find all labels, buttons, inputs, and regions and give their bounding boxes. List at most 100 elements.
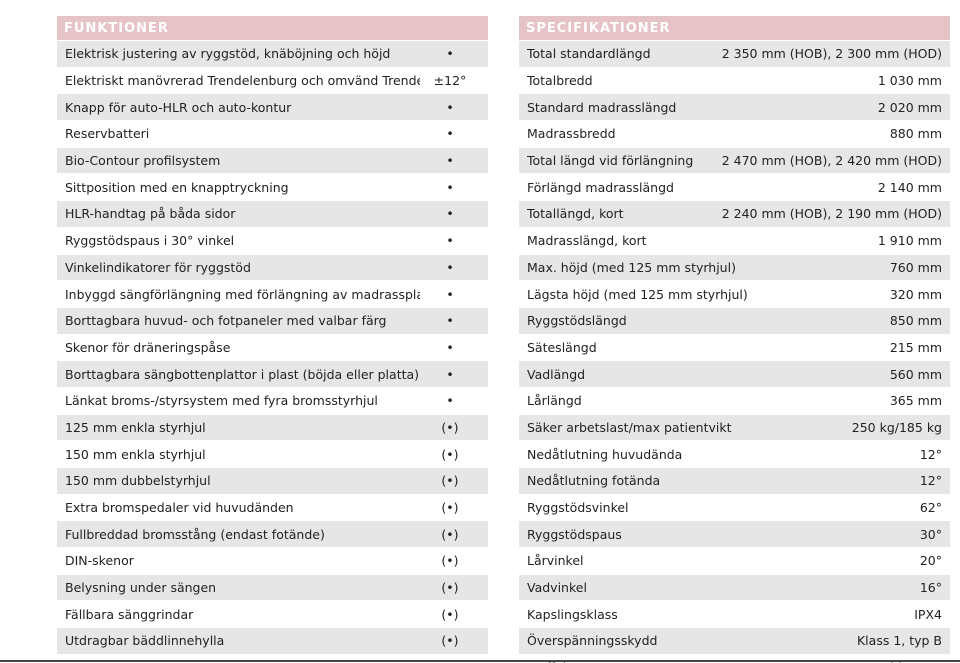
row-value: 250 kg/185 kg (851, 419, 942, 435)
row-label: Max. höjd (med 125 mm styrhjul) (527, 259, 736, 275)
table-row: Borttagbara sängbottenplattor i plast (b… (57, 361, 488, 388)
table-row: 150 mm enkla styrhjul (•) (57, 441, 488, 468)
row-value: • (446, 153, 454, 169)
table-row: Max. höjd (med 125 mm styrhjul) 760 mm (519, 254, 950, 282)
table-row: Vadvinkel 16° (519, 574, 950, 602)
table-row: Elektriskt manövrerad Trendelenburg och … (57, 68, 488, 95)
table-row: Madrasslängd, kort 1 910 mm (519, 228, 950, 255)
row-value: • (446, 286, 454, 302)
table-row: Nedåtlutning huvudända 12° (519, 441, 950, 468)
table-row: HLR-handtag på båda sidor • (57, 201, 488, 228)
row-value: (•) (441, 633, 459, 649)
table-row: Borttagbara huvud- och fotpaneler med va… (57, 307, 488, 335)
row-value: • (446, 126, 454, 142)
row-value: (•) (441, 526, 459, 542)
row-label: Madrassbredd (527, 126, 616, 142)
row-label: Lårvinkel (527, 553, 584, 569)
row-value: (•) (441, 473, 459, 489)
table-row: 125 mm enkla styrhjul (•) (57, 414, 488, 442)
row-value: IPX4 (914, 606, 942, 622)
table-row: Vinkelindikatorer för ryggstöd • (57, 254, 488, 282)
table-row: Inbyggd sängförlängning med förlängning … (57, 281, 488, 308)
table-row: Reservbatteri • (57, 121, 488, 148)
row-value: 30° (919, 526, 942, 542)
row-value: Klass 1, typ B (856, 633, 942, 649)
table-row: Lårvinkel 20° (519, 548, 950, 575)
row-label: Borttagbara huvud- och fotpaneler med va… (65, 313, 387, 329)
row-label: Reservbatteri (65, 126, 150, 142)
table-row: Totallängd, kort 2 240 mm (HOB), 2 190 mm… (519, 201, 950, 228)
row-value: 365 mm (889, 393, 942, 409)
row-value: 215 mm (889, 339, 942, 355)
table-row: Nedåtlutning fotända 12° (519, 468, 950, 495)
row-value: 760 mm (889, 259, 942, 275)
row-value: (•) (441, 580, 459, 596)
row-label: Förlängd madrasslängd (527, 179, 674, 195)
table-rows: Total standardlängd 2 350 mm (HOB), 2 300… (519, 41, 950, 663)
table-row: Överspänningsskydd Klass 1, typ B (519, 628, 950, 655)
row-label: Totalbredd (527, 73, 593, 89)
table-row: 150 mm dubbelstyrhjul (•) (57, 468, 488, 495)
table-row: Madrassbredd 880 mm (519, 121, 950, 148)
table-row: Totalbredd 1 030 mm (519, 68, 950, 95)
row-label: Ryggstödspaus (527, 526, 622, 542)
table-row: Total standardlängd 2 350 mm (HOB), 2 300… (519, 41, 950, 68)
row-value: (•) (441, 553, 459, 569)
row-label: Extra bromspedaler vid huvudänden (65, 500, 294, 516)
row-label: Lårlängd (527, 393, 582, 409)
table-row: Sittposition med en knapptryckning • (57, 174, 488, 202)
row-value: (•) (441, 606, 459, 622)
row-value: 2 140 mm (877, 179, 942, 195)
row-value: • (446, 366, 454, 382)
row-value: 2 350 mm (HOB), 2 300 mm (HOD) (721, 46, 942, 62)
row-value: (•) (441, 500, 459, 516)
row-value: • (446, 259, 454, 275)
table-row: Ryggstödspaus 30° (519, 521, 950, 549)
table-row: Skenor för dräneringspåse • (57, 335, 488, 362)
row-label: Vinkelindikatorer för ryggstöd (65, 259, 251, 275)
row-label: Skenor för dräneringspåse (65, 339, 231, 355)
row-value: (•) (441, 446, 459, 462)
table-row: Länkat broms-/styrsystem med fyra bromss… (57, 388, 488, 415)
row-value: (•) (441, 419, 459, 435)
row-label: Total standardlängd (527, 46, 651, 62)
row-value: 12° (919, 473, 942, 489)
row-label: Säker arbetslast/max patientvikt (527, 419, 732, 435)
row-value: 1 910 mm (877, 233, 942, 249)
row-value: 850 mm (889, 313, 942, 329)
table-row: Lägsta höjd (med 125 mm styrhjul) 320 mm (519, 281, 950, 308)
row-label: Bio-Contour profilsystem (65, 153, 221, 169)
row-label: Lägsta höjd (med 125 mm styrhjul) (527, 286, 748, 302)
row-label: Borttagbara sängbottenplattor i plast (b… (65, 366, 420, 382)
table-row: Vadlängd 560 mm (519, 361, 950, 388)
table-row: Fällbara sänggrindar (•) (57, 601, 488, 629)
row-label: Standard madrasslängd (527, 99, 677, 115)
table-row: Förlängd madrasslängd 2 140 mm (519, 174, 950, 202)
row-value: • (446, 99, 454, 115)
row-value: 560 mm (889, 366, 942, 382)
row-label: Kapslingsklass (527, 606, 618, 622)
row-value: 880 mm (889, 126, 942, 142)
row-value: 1 030 mm (877, 73, 942, 89)
row-label: 150 mm enkla styrhjul (65, 446, 206, 462)
table-row: Total längd vid förlängning 2 470 mm (HOB… (519, 147, 950, 175)
row-label: Ryggstödslängd (527, 313, 627, 329)
divider (0, 660, 960, 662)
row-value: 2 470 mm (HOB), 2 420 mm (HOD) (721, 153, 942, 169)
table-row: Lårlängd 365 mm (519, 388, 950, 415)
table-row: Säker arbetslast/max patientvikt 250 kg/1… (519, 414, 950, 442)
row-value: • (446, 313, 454, 329)
row-value: • (446, 393, 454, 409)
row-value: 12° (919, 446, 942, 462)
row-label: Utdragbar bäddlinnehylla (65, 633, 225, 649)
table-row: Ryggstödsvinkel 62° (519, 495, 950, 522)
row-label: Nedåtlutning fotända (527, 473, 661, 489)
row-label: Totallängd, kort (527, 206, 624, 222)
table-row: Säteslängd 215 mm (519, 335, 950, 362)
row-label: Knapp för auto-HLR och auto-kontur (65, 99, 292, 115)
table-row: Ryggstödspaus i 30° vinkel • (57, 228, 488, 255)
row-label: Elektrisk justering av ryggstöd, knäböjn… (65, 46, 391, 62)
row-value: • (446, 206, 454, 222)
row-value: 20° (919, 553, 942, 569)
